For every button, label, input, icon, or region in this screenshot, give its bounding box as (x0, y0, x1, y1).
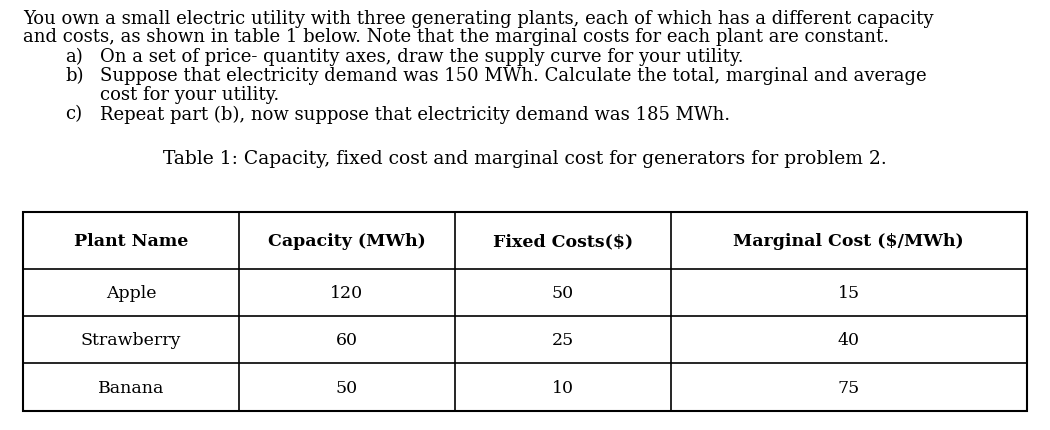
Bar (23, 213, 1027, 411)
Text: c): c) (65, 105, 82, 123)
Text: Table 1: Capacity, fixed cost and marginal cost for generators for problem 2.: Table 1: Capacity, fixed cost and margin… (163, 149, 887, 167)
Text: Strawberry: Strawberry (81, 332, 182, 348)
Text: 10: 10 (551, 379, 573, 396)
Text: 40: 40 (838, 332, 860, 348)
Text: 50: 50 (551, 284, 573, 301)
Text: 60: 60 (336, 332, 358, 348)
Text: 50: 50 (336, 379, 358, 396)
Text: Suppose that electricity demand was 150 MWh. Calculate the total, marginal and a: Suppose that electricity demand was 150 … (100, 67, 926, 85)
Text: Banana: Banana (98, 379, 164, 396)
Text: Marginal Cost ($/MWh): Marginal Cost ($/MWh) (733, 233, 964, 249)
Text: On a set of price- quantity axes, draw the supply curve for your utility.: On a set of price- quantity axes, draw t… (100, 48, 743, 66)
Text: a): a) (65, 48, 83, 66)
Text: You own a small electric utility with three generating plants, each of which has: You own a small electric utility with th… (23, 10, 933, 28)
Text: and costs, as shown in table 1 below. Note that the marginal costs for each plan: and costs, as shown in table 1 below. No… (23, 28, 889, 46)
Text: 120: 120 (331, 284, 363, 301)
Text: 75: 75 (838, 379, 860, 396)
Text: b): b) (65, 67, 84, 85)
Text: Fixed Costs($): Fixed Costs($) (492, 233, 633, 249)
Text: Plant Name: Plant Name (74, 233, 188, 249)
Text: 25: 25 (551, 332, 573, 348)
Text: 15: 15 (838, 284, 860, 301)
Text: Capacity (MWh): Capacity (MWh) (268, 233, 425, 249)
Text: cost for your utility.: cost for your utility. (100, 86, 279, 104)
Text: Apple: Apple (106, 284, 156, 301)
Text: Repeat part (b), now suppose that electricity demand was 185 MWh.: Repeat part (b), now suppose that electr… (100, 105, 730, 123)
